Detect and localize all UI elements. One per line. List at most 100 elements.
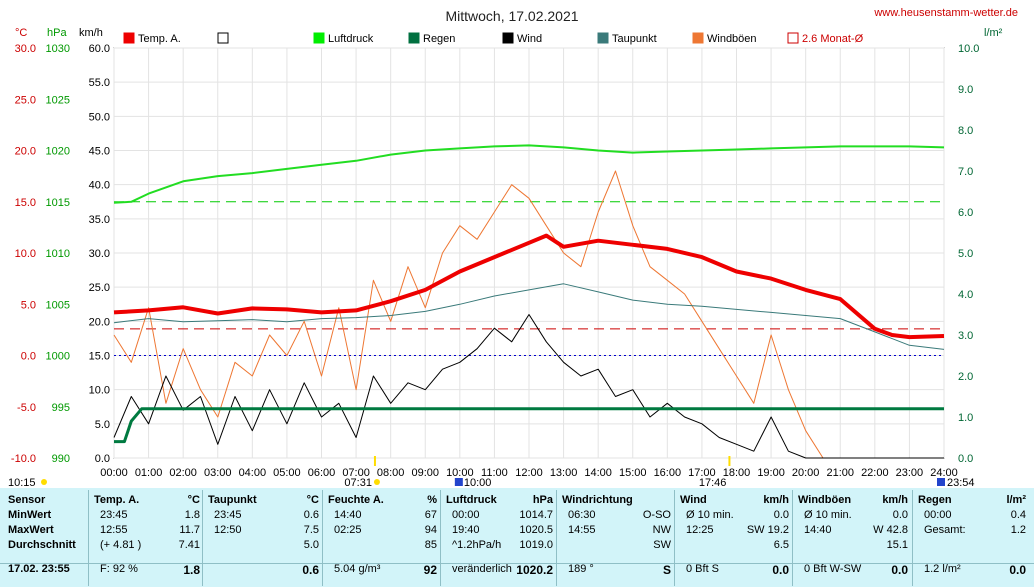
stats-row: 5.0 [208,539,323,554]
stats-value: 0.6 [302,563,319,577]
stats-value: 67 [424,509,437,521]
stats-label: 14:55 [568,524,596,536]
stats-panel [0,488,1034,587]
row-label: MinWert [8,509,52,521]
stats-label: 5.04 g/m³ [334,563,381,575]
column-header: Wind km/h [680,494,793,509]
wind-tick: 45.0 [89,146,110,158]
wind-tick: 35.0 [89,214,110,226]
column-header: Luftdruck hPa [446,494,557,509]
stats-row: Ø 10 min. 0.0 [680,509,793,524]
column-separator [88,490,89,586]
time-tick: 21:00 [826,467,854,479]
website-link[interactable]: www.heusenstamm-wetter.de [873,7,1018,19]
stats-row: ^1.2hPa/h 1019.0 [446,539,557,554]
axis-ticks: 60.0 55.0 50.0 45.0 40.0 35.0 30.0 25.0 20.0 15.0… [11,43,980,479]
column-unit: % [427,494,437,506]
temp-tick: 15.0 [15,197,36,209]
wind-tick: 50.0 [89,111,110,123]
time-tick: 14:00 [584,467,612,479]
column-unit: °C [187,494,200,506]
column-header: Windböen km/h [798,494,912,509]
rain-tick: 7.0 [958,166,973,178]
pressure-tick: 1020 [46,146,70,158]
stats-value: 0.0 [1009,563,1026,577]
legend-swatch [217,32,229,44]
wind-tick: 25.0 [89,282,110,294]
legend-label: Regen [423,33,455,45]
stats-label: 00:00 [452,509,480,521]
pressure-tick: 1030 [46,43,70,55]
stats-row: F: 92 % 1.8 [94,563,204,578]
time-tick: 22:00 [861,467,889,479]
wind-tick: 0.0 [95,453,110,465]
column-separator [322,490,323,586]
time-tick: 13:00 [550,467,578,479]
stats-row-labels: Sensor MinWert MaxWert Durchschnitt 17.02. 2… [8,494,88,584]
column-title: Luftdruck [446,494,497,506]
time-tick: 20:00 [792,467,820,479]
stats-value: 85 [424,539,437,551]
stats-row: 14:55 NW [562,524,675,539]
stats-label: 19:40 [452,524,480,536]
sunset-tick [728,456,731,466]
stats-row: 14:40 67 [328,509,441,524]
rain-tick: 4.0 [958,289,973,301]
wind-tick: 55.0 [89,77,110,89]
stats-current-row-divider [0,563,1034,564]
first-time-label: 10:15 [8,477,36,488]
wind-tick: 15.0 [89,351,110,363]
stats-row: 85 [328,539,441,554]
stats-label: 23:45 [100,509,128,521]
row-label: 17.02. 23:55 [8,563,70,575]
moon-icon [937,478,945,486]
series-lines [113,144,945,459]
stats-value: 0.0 [772,563,789,577]
stats-row: 23:45 1.8 [94,509,204,524]
stats-row: veränderlich 1020.2 [446,563,557,578]
pressure-unit-label: hPa [47,27,67,39]
time-tick: 04:00 [239,467,267,479]
stats-value: 0.6 [303,509,319,521]
column-title: Feuchte A. [328,494,384,506]
stats-column: Windrichtung 06:30 O-SO 14:55 NW SW 189 ° S [562,494,675,584]
stats-row: 06:30 O-SO [562,509,675,524]
column-title: Regen [918,494,952,506]
time-tick: 17:00 [688,467,716,479]
rain-tick: 2.0 [958,371,973,383]
weather-chart: Mittwoch, 17.02.2021 www.heusenstamm-wet… [8,7,1018,488]
rain-tick: 8.0 [958,125,973,137]
series-taupunkt [113,283,945,350]
stats-value: 1019.0 [519,539,553,551]
legend-swatch [597,32,609,44]
wind-tick: 20.0 [89,316,110,328]
stats-row: 6.5 [680,539,793,554]
stats-value: 0.4 [1010,509,1026,521]
stats-value: 1014.7 [519,509,553,521]
pressure-tick: 1005 [46,299,70,311]
stats-value: 1.8 [184,509,200,521]
time-tick: 15:00 [619,467,647,479]
column-header: Temp. A. °C [94,494,204,509]
series-windb-en [113,170,944,459]
time-tick: 00:00 [100,467,128,479]
stats-value: 1020.5 [519,524,553,536]
time-tick: 18:00 [723,467,751,479]
time-tick: 09:00 [411,467,439,479]
legend-label: Luftdruck [328,33,374,45]
stats-label: ^1.2hPa/h [452,539,502,551]
wind-tick: 10.0 [89,385,110,397]
rain-tick: 0.0 [958,453,973,465]
column-separator [674,490,675,586]
stats-column: Taupunkt °C 23:45 0.6 12:50 7.5 5.0 0.6 [208,494,323,584]
column-unit: km/h [882,494,908,506]
legend-swatch [787,32,799,44]
stats-label: 12:55 [100,524,128,536]
stats-row: 02:25 94 [328,524,441,539]
rain-tick: 6.0 [958,207,973,219]
stats-column: Feuchte A.% 14:40 67 02:25 94 85 5.04 g/m³ 92 [328,494,441,584]
column-header: Windrichtung [562,494,675,509]
stats-row: 12:55 11.7 [94,524,204,539]
stats-label: 0 Bft S [686,563,720,575]
stats-value: 6.5 [773,539,789,551]
